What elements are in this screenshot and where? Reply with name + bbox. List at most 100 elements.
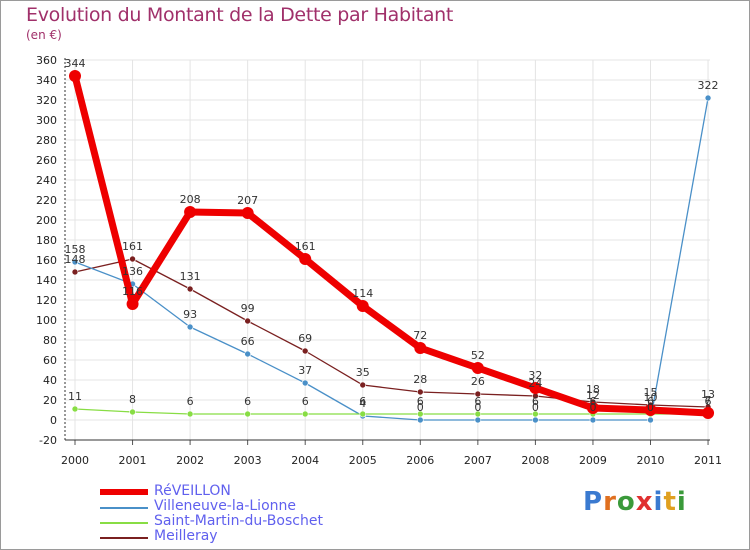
data-point [359, 381, 367, 389]
data-point [647, 416, 654, 424]
data-label: 6 [474, 395, 481, 408]
data-point [126, 298, 139, 310]
y-tick-label: 240 [36, 174, 57, 187]
data-label: 161 [122, 240, 143, 253]
data-label: 148 [65, 253, 86, 266]
y-tick-label: 360 [36, 54, 57, 67]
data-point [244, 410, 251, 418]
series-line-0 [71, 75, 709, 417]
data-point [532, 410, 539, 418]
logo-letter: o [616, 487, 636, 517]
x-tick-label: 2001 [119, 454, 147, 467]
data-point [301, 379, 309, 387]
legend-label-meilleray: Meilleray [154, 528, 218, 544]
series-line-1 [74, 97, 709, 421]
x-tick-label: 2009 [579, 454, 607, 467]
logo-letter: t [663, 487, 677, 517]
data-label: 24 [528, 377, 542, 390]
data-label: 0 [589, 401, 596, 414]
data-label: 8 [129, 393, 136, 406]
data-point [244, 350, 251, 358]
y-tick-label: 40 [43, 374, 57, 387]
chart-subtitle: (en €) [26, 28, 62, 42]
data-point [301, 410, 309, 418]
logo-letter: x [635, 487, 654, 517]
data-point [474, 410, 482, 418]
data-label: 37 [298, 364, 312, 377]
data-label: 28 [413, 373, 427, 386]
data-label: 35 [356, 366, 370, 379]
data-label: 10 [644, 391, 658, 404]
y-tick-label: 0 [50, 414, 57, 427]
data-label: 0 [647, 401, 654, 414]
data-label: 72 [413, 329, 427, 342]
data-label: 12 [586, 389, 600, 402]
data-point [416, 410, 424, 418]
data-point [184, 206, 197, 218]
data-label: 93 [183, 308, 197, 321]
legend-swatch-villeneuve [100, 507, 148, 509]
data-label: 0 [474, 401, 481, 414]
y-tick-label: 120 [36, 294, 57, 307]
data-label: 26 [471, 375, 485, 388]
data-label: 11 [68, 390, 82, 403]
data-label: 7 [705, 394, 712, 407]
data-label: 344 [65, 57, 86, 70]
data-point [586, 402, 599, 414]
data-label: 207 [237, 194, 258, 207]
y-tick-label: -20 [39, 434, 57, 447]
legend-swatch-saint-martin [100, 522, 148, 524]
data-point [414, 342, 427, 354]
data-point [71, 405, 79, 413]
data-point [186, 323, 194, 331]
data-point [474, 416, 482, 424]
data-label: 4 [359, 397, 366, 410]
data-label: 0 [532, 401, 539, 414]
data-point [416, 416, 424, 424]
data-point [71, 258, 79, 266]
data-label: 208 [180, 193, 201, 206]
data-point [589, 416, 597, 424]
data-label: 6 [302, 395, 309, 408]
legend-swatch-meilleray [100, 537, 148, 539]
legend-label-villeneuve: Villeneuve-la-Lionne [154, 498, 296, 514]
data-point [241, 207, 254, 219]
series-line-3 [74, 258, 709, 408]
data-point [186, 285, 194, 293]
y-tick-label: 160 [36, 254, 57, 267]
data-label: 136 [122, 265, 143, 278]
data-point [129, 408, 136, 416]
y-tick-label: 280 [36, 134, 57, 147]
x-tick-label: 2003 [234, 454, 262, 467]
x-tick-label: 2008 [521, 454, 549, 467]
legend-label-reveillon: RéVEILLON [154, 483, 231, 499]
legend-swatch-reveillon [100, 489, 148, 495]
x-tick-label: 2010 [637, 454, 665, 467]
data-label: 6 [589, 395, 596, 408]
data-label: 116 [122, 285, 143, 298]
logo-letter: r [603, 487, 617, 517]
data-point [299, 253, 312, 265]
y-tick-label: 100 [36, 314, 57, 327]
data-label: 6 [532, 395, 539, 408]
data-label: 6 [647, 395, 654, 408]
y-tick-label: 180 [36, 234, 57, 247]
data-label: 161 [295, 240, 316, 253]
data-point [644, 404, 657, 416]
data-label: 99 [241, 302, 255, 315]
data-label: 13 [701, 388, 715, 401]
data-label: 131 [180, 270, 201, 283]
y-tick-label: 220 [36, 194, 57, 207]
data-label: 69 [298, 332, 312, 345]
data-point [529, 382, 542, 394]
data-point [356, 300, 369, 312]
legend-label-saint-martin: Saint-Martin-du-Boschet [154, 513, 323, 529]
data-label: 322 [698, 79, 719, 92]
x-tick-label: 2000 [61, 454, 89, 467]
data-point [69, 70, 81, 82]
data-label: 6 [187, 395, 194, 408]
logo-letter: P [583, 487, 604, 517]
x-tick-label: 2005 [349, 454, 377, 467]
x-tick-label: 2002 [176, 454, 204, 467]
plot-area [65, 60, 710, 440]
